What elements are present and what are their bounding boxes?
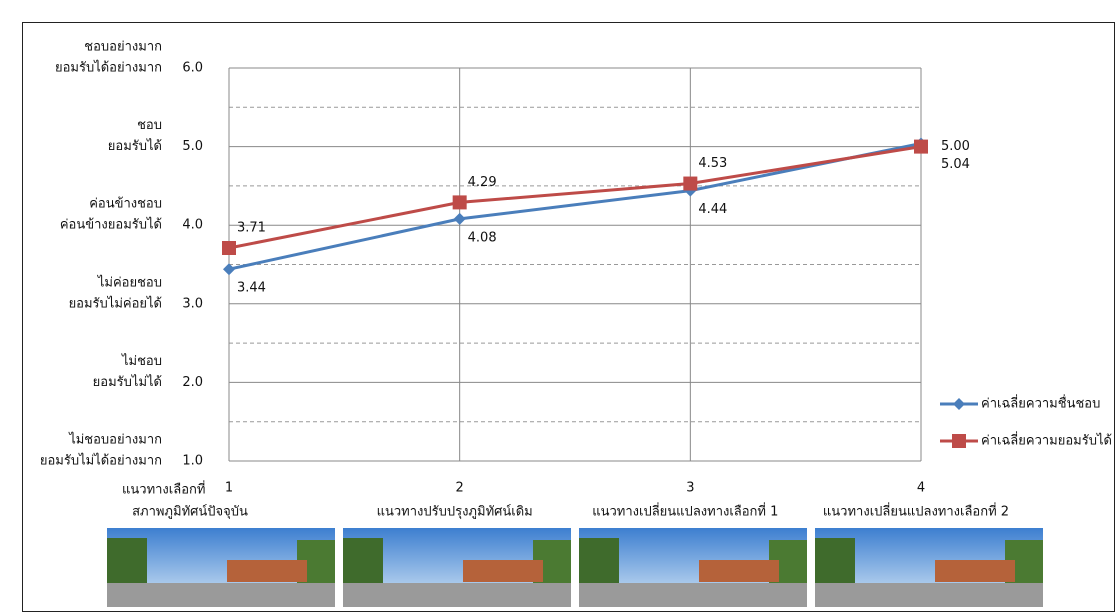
data-point xyxy=(452,195,467,210)
photo-wall xyxy=(227,560,307,582)
y-tick-label: 2.0 xyxy=(182,375,203,390)
x-label-prefix: แนวทางเลือกที่ xyxy=(122,481,205,498)
x-tick-label: 3 xyxy=(686,481,694,496)
photo xyxy=(107,528,335,607)
y-level-label: ชอบ xyxy=(137,118,162,133)
y-level-label: ไม่ชอบอย่างมาก xyxy=(68,432,162,448)
y-level-label: ยอมรับไม่ได้ xyxy=(93,374,162,390)
legend-label: ค่าเฉลี่ยความยอมรับได้ xyxy=(981,432,1112,449)
scenario-label: สภาพภูมิทัศน์ปัจจุบัน xyxy=(132,504,248,520)
y-level-label: ยอมรับได้ xyxy=(108,138,162,154)
data-point xyxy=(683,176,698,191)
photo xyxy=(815,528,1043,607)
series-line xyxy=(228,141,922,271)
photo-road xyxy=(579,583,807,607)
data-label: 4.29 xyxy=(468,175,497,190)
photo-wall xyxy=(935,560,1015,582)
y-level-label: ค่อนข้างยอมรับได้ xyxy=(60,217,162,233)
legend-marker xyxy=(953,398,965,410)
photo-wall xyxy=(463,560,543,582)
series-line xyxy=(228,145,922,250)
data-label: 5.04 xyxy=(941,157,970,172)
photo-trees xyxy=(343,538,383,583)
data-point xyxy=(223,263,235,276)
data-point xyxy=(453,212,466,225)
y-level-label: ยอมรับได้อย่างมาก xyxy=(55,60,162,76)
x-tick-label: 4 xyxy=(917,481,925,496)
photo-wall xyxy=(699,560,779,582)
y-tick-label: 3.0 xyxy=(182,296,203,311)
photo xyxy=(579,528,807,607)
y-level-label: ไม่ชอบ xyxy=(121,353,162,369)
photo-trees xyxy=(107,538,147,583)
legend-marker xyxy=(952,434,966,448)
data-label: 3.71 xyxy=(237,220,266,235)
data-label: 4.08 xyxy=(468,230,497,245)
y-level-label: ยอมรับไม่ได้อย่างมาก xyxy=(40,453,162,469)
scenario-label: แนวทางเปลี่ยนแปลงทางเลือกที่ 2 xyxy=(823,503,1009,520)
photo-trees xyxy=(815,538,855,583)
frame xyxy=(22,22,1115,612)
photo-road xyxy=(343,583,571,607)
photo-road xyxy=(815,583,1043,607)
data-point xyxy=(914,139,928,154)
data-label: 4.44 xyxy=(698,202,727,217)
photo xyxy=(343,528,571,607)
y-tick-label: 5.0 xyxy=(182,139,203,154)
x-tick-label: 2 xyxy=(456,481,464,496)
y-tick-label: 6.0 xyxy=(182,61,203,76)
y-tick-label: 4.0 xyxy=(182,218,203,233)
photo-trees xyxy=(579,538,619,583)
data-label: 4.53 xyxy=(698,156,727,171)
y-tick-label: 1.0 xyxy=(182,454,203,469)
y-level-label: ค่อนข้างชอบ xyxy=(89,197,162,212)
scenario-label: แนวทางปรับปรุงภูมิทัศน์เดิม xyxy=(377,504,533,520)
y-level-label: ชอบอย่างมาก xyxy=(84,40,162,55)
legend-label: ค่าเฉลี่ยความชื่นชอบ xyxy=(981,395,1100,412)
data-label: 3.44 xyxy=(237,281,266,296)
y-level-label: ไม่ค่อยชอบ xyxy=(97,274,162,290)
data-label: 5.00 xyxy=(941,139,970,154)
x-tick-label: 1 xyxy=(225,481,233,496)
photo-road xyxy=(107,583,335,607)
data-point xyxy=(222,240,236,255)
scenario-label: แนวทางเปลี่ยนแปลงทางเลือกที่ 1 xyxy=(592,503,778,520)
y-level-label: ยอมรับไม่ค่อยได้ xyxy=(69,295,162,311)
photos xyxy=(107,528,1043,607)
